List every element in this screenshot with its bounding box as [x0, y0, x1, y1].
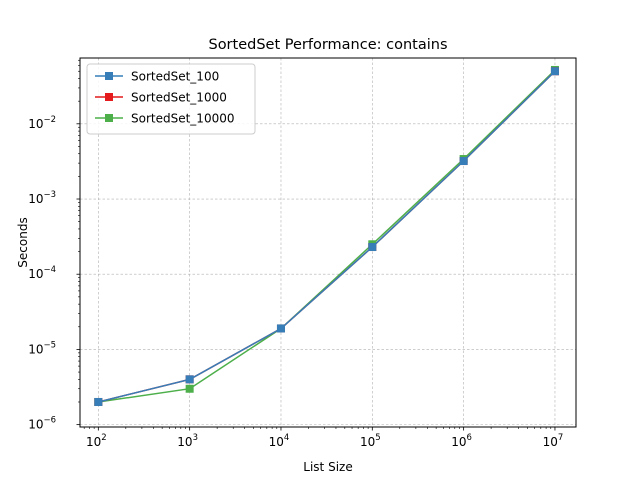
legend-marker	[105, 93, 113, 101]
data-point	[459, 157, 468, 166]
legend-box	[86, 63, 256, 135]
data-point	[276, 324, 285, 333]
series-line	[98, 70, 556, 403]
series-layer	[94, 65, 559, 406]
series-line	[98, 69, 556, 403]
legend-label: SortedSet_10000	[131, 112, 234, 126]
data-point	[368, 243, 377, 252]
legend-label: SortedSet_1000	[131, 91, 227, 105]
legend-marker	[105, 114, 113, 122]
legend-entry: SortedSet_10000	[95, 112, 234, 126]
data-point	[94, 397, 103, 406]
y-axis-label: Seconds	[16, 217, 30, 267]
series-SortedSet_100	[94, 67, 559, 406]
legend-entry: SortedSet_100	[95, 70, 219, 84]
data-point	[185, 375, 194, 384]
plot-frame	[79, 57, 577, 428]
legend-marker	[105, 72, 113, 80]
chart-title: SortedSet Performance: contains	[208, 37, 447, 53]
legend: SortedSet_100 SortedSet_1000 SortedSet_100…	[86, 63, 256, 135]
data-point	[550, 67, 559, 76]
data-point	[185, 384, 194, 393]
x-axis-label: List Size	[303, 460, 352, 474]
legend-label: SortedSet_100	[131, 70, 219, 84]
legend-entry: SortedSet_1000	[95, 91, 227, 105]
